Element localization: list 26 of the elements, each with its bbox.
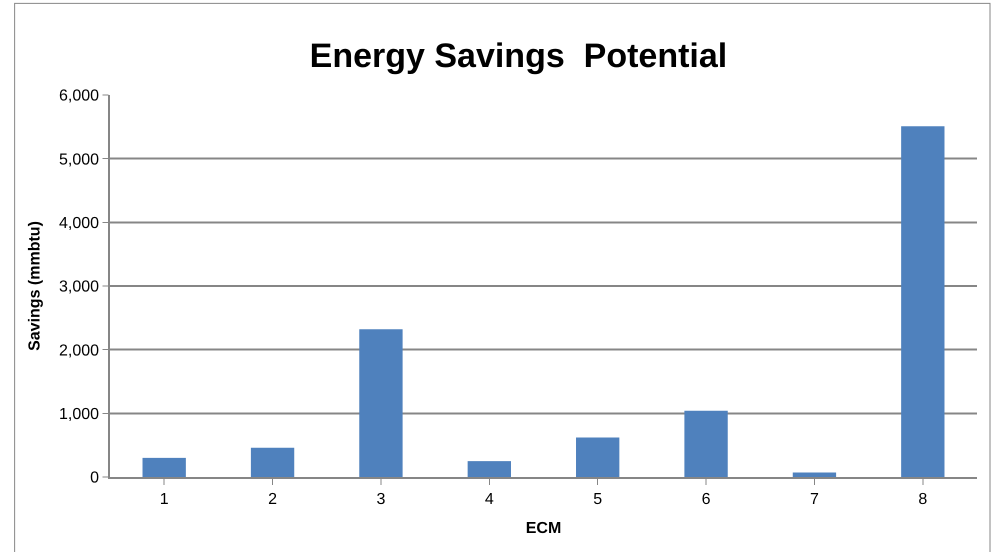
- x-tick-label: 8: [918, 490, 928, 508]
- x-tick-label: 7: [810, 490, 819, 508]
- x-tick-label: 5: [593, 490, 602, 508]
- x-tick-label: 1: [160, 490, 169, 508]
- y-tick-label: 6,000: [59, 88, 100, 105]
- y-tick-label: 3,000: [59, 278, 100, 296]
- bar: [250, 448, 294, 477]
- x-axis-title: ECM: [526, 520, 562, 538]
- x-tick-label: 3: [376, 490, 386, 508]
- y-tick-label: 2,000: [59, 342, 100, 360]
- bar: [901, 126, 944, 477]
- y-tick-label: 4,000: [59, 214, 100, 232]
- x-tick-label: 2: [268, 490, 278, 508]
- y-tick-label: 5,000: [59, 151, 100, 168]
- bar: [684, 410, 728, 477]
- bar: [576, 438, 620, 477]
- bar: [142, 458, 186, 477]
- y-axis-title: Savings (mmbtu): [26, 221, 44, 351]
- bar: [468, 461, 511, 477]
- chart-title: Energy Savings Potential: [310, 37, 728, 76]
- x-tick-label: 6: [702, 490, 711, 508]
- x-tick-label: 4: [484, 490, 494, 508]
- bar: [359, 329, 403, 477]
- y-tick-label: 0: [90, 470, 100, 487]
- y-tick-label: 1,000: [59, 406, 100, 423]
- bar: [792, 472, 836, 477]
